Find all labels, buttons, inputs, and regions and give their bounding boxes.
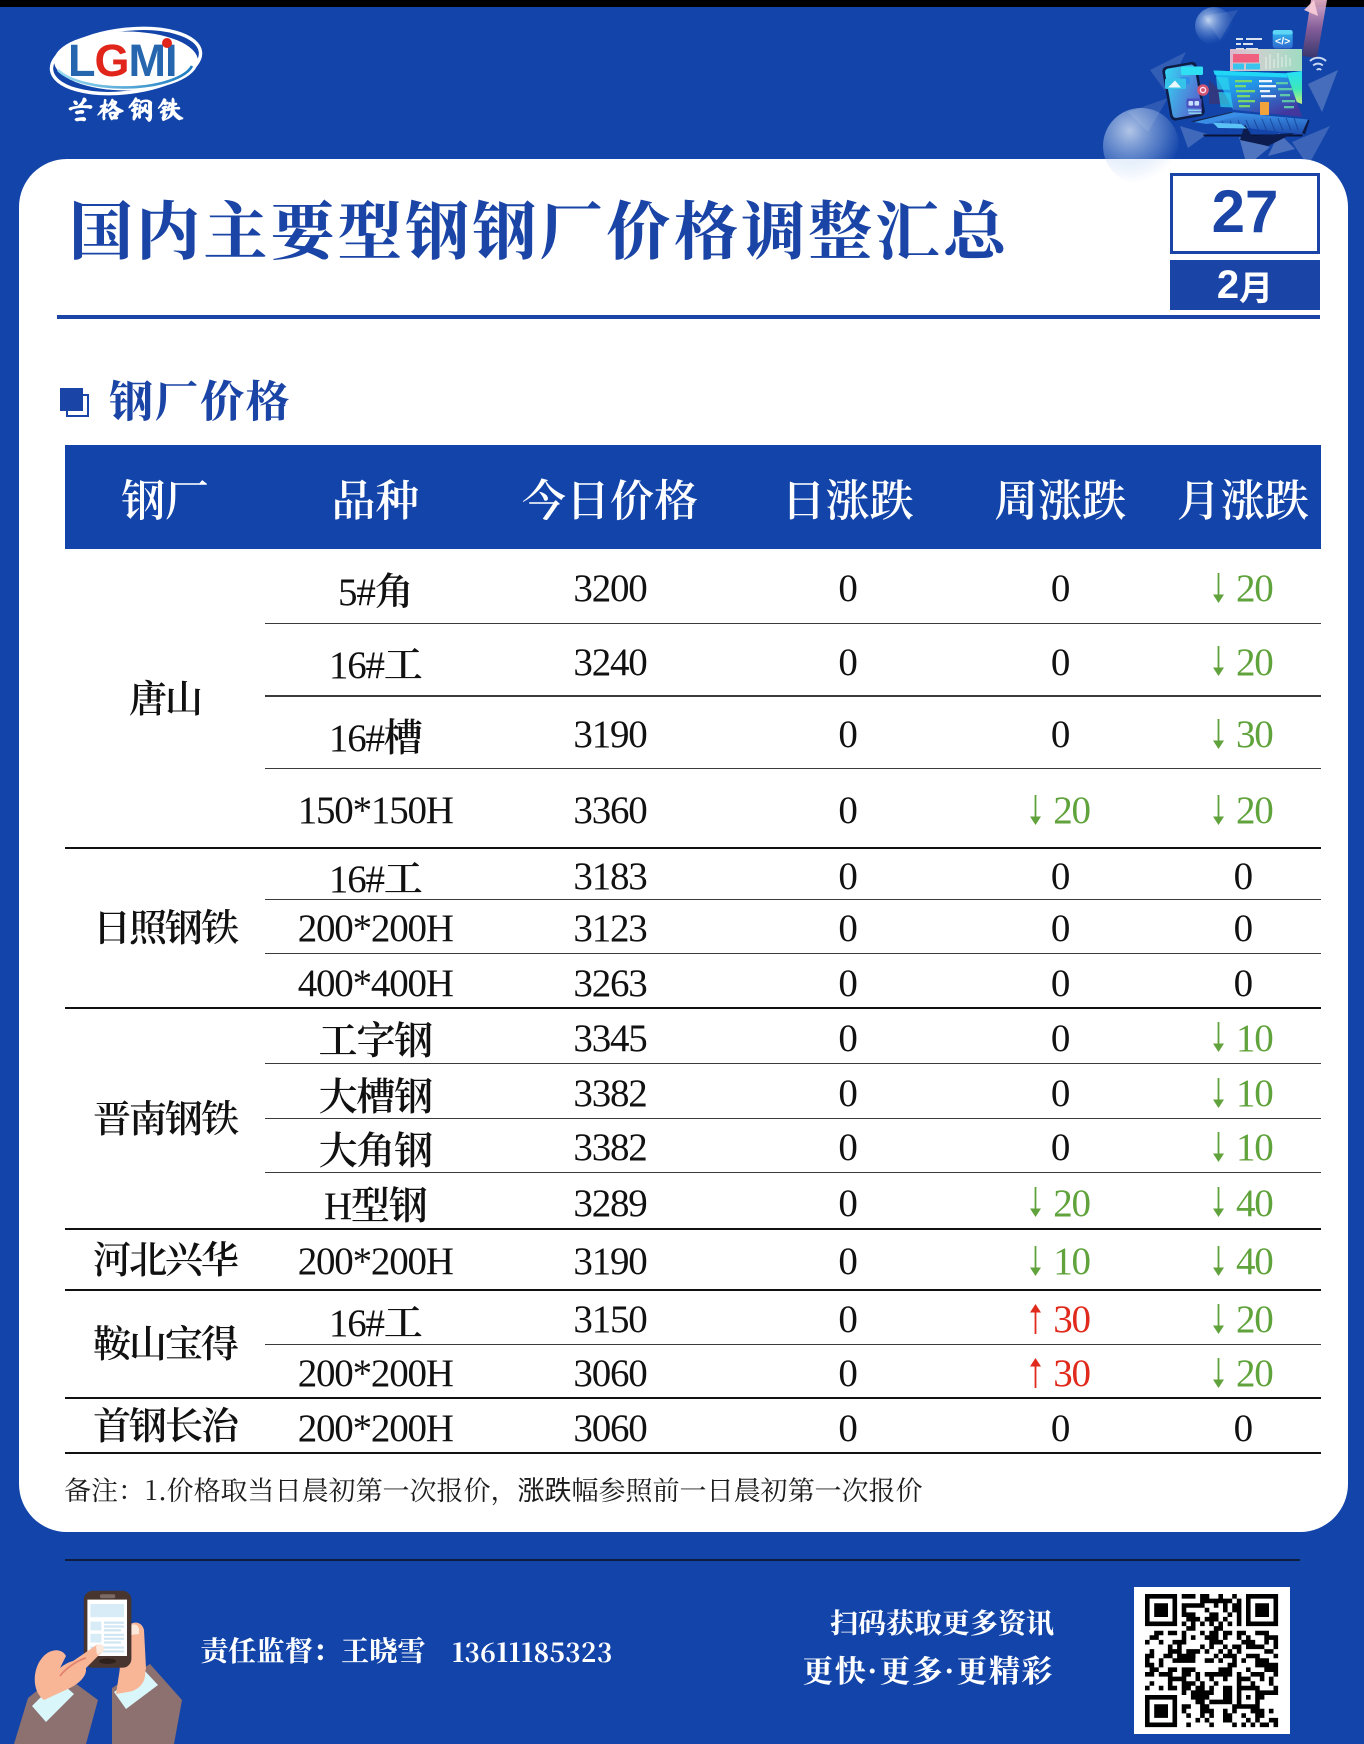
svg-text:LGMI: LGMI: [68, 35, 177, 86]
svg-text:兰格钢铁: 兰格钢铁: [67, 96, 187, 123]
svg-text:</>: </>: [1275, 36, 1290, 48]
